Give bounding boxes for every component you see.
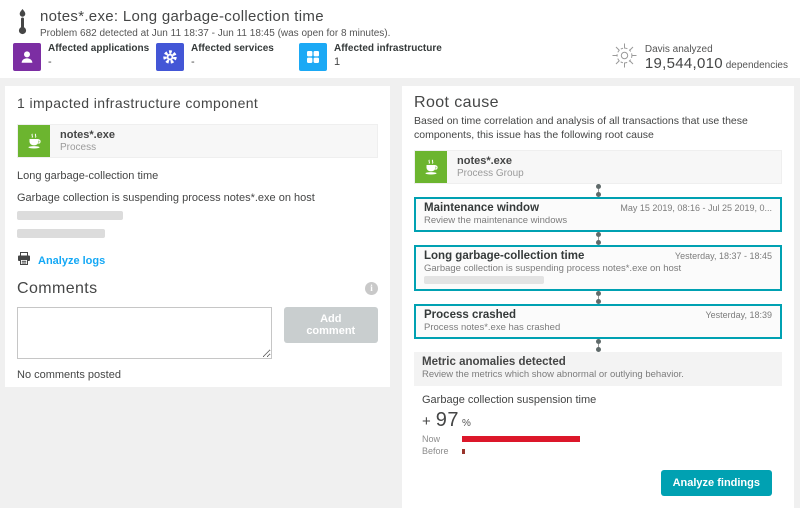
davis-dependency-suffix: dependencies: [725, 60, 788, 71]
affected-tiles: Affected applications - Affected service…: [13, 43, 442, 71]
metric-anomalies-section: Metric anomalies detected Review the met…: [414, 352, 782, 497]
entity-name: notes*.exe: [60, 129, 116, 141]
event-description: Review the maintenance windows: [424, 215, 568, 227]
event-time: Yesterday, 18:37 - 18:45: [674, 251, 772, 262]
infrastructure-icon: [299, 43, 327, 71]
analyze-findings-button[interactable]: Analyze findings: [660, 470, 772, 497]
event-time: May 15 2019, 08:16 - Jul 25 2019, 0...: [620, 203, 772, 214]
event-title: Maintenance window: [424, 202, 540, 215]
entity-name: notes*.exe: [457, 155, 513, 168]
tile-affected-infrastructure[interactable]: Affected infrastructure 1: [299, 43, 442, 71]
tile-label: Affected services: [191, 43, 274, 54]
entity-type: Process: [60, 142, 97, 153]
event-card-long-gc-time[interactable]: Long garbage-collection time Yesterday, …: [414, 245, 782, 292]
metric-bar-now: Now: [422, 434, 774, 444]
now-bar: [462, 436, 580, 443]
tile-label: Affected infrastructure: [334, 43, 442, 54]
tile-affected-applications[interactable]: Affected applications -: [13, 43, 156, 71]
event-card-maintenance-window[interactable]: Maintenance window May 15 2019, 08:16 - …: [414, 197, 782, 233]
timeline-connector: [414, 291, 782, 305]
entity-type: Process Group: [457, 168, 524, 180]
comments-heading: Comments: [17, 280, 98, 297]
event-description: Garbage collection is suspending process…: [424, 263, 772, 285]
metric-anomalies-heading: Metric anomalies detected: [422, 356, 566, 369]
event-title: Long garbage-collection time: [424, 250, 585, 263]
tile-value: 1: [334, 56, 341, 68]
impacted-component-panel: 1 impacted infrastructure component note…: [5, 86, 390, 284]
no-comments-text: No comments posted: [17, 369, 121, 381]
problem-subtitle: Problem 682 detected at Jun 11 18:37 - J…: [40, 28, 391, 39]
tile-affected-services[interactable]: Affected services -: [156, 43, 299, 71]
event-title: Process crashed: [424, 309, 517, 322]
davis-summary: Davis analyzed 19,544,010 dependencies: [611, 42, 788, 74]
analyze-logs-label: Analyze logs: [38, 254, 106, 267]
timeline-connector: [414, 232, 782, 246]
root-cause-panel: Root cause Based on time correlation and…: [402, 86, 794, 508]
gear-icon: [156, 43, 184, 71]
redacted-text: [424, 275, 544, 284]
metric-anomalies-description: Review the metrics which show abnormal o…: [422, 369, 684, 381]
tile-label: Affected applications: [48, 43, 150, 54]
davis-analyzed-label: Davis analyzed: [644, 44, 713, 55]
tile-value: -: [191, 56, 195, 68]
timeline-connector: [414, 184, 782, 198]
comments-panel: Comments i Add comment No comments poste…: [5, 270, 390, 387]
page-title: notes*.exe: Long garbage-collection time: [40, 8, 324, 25]
davis-icon: [611, 42, 638, 74]
redacted-text: [17, 228, 105, 238]
impact-event-title: Long garbage-collection time: [17, 170, 159, 182]
analyze-logs-link[interactable]: Analyze logs: [17, 251, 378, 270]
process-group-entity-tile[interactable]: notes*.exe Process Group: [414, 150, 782, 185]
metric-bar-before: Before: [422, 446, 774, 456]
impacted-heading: 1 impacted infrastructure component: [17, 95, 259, 111]
davis-dependency-count: 19,544,010: [644, 55, 723, 72]
timeline-connector: [414, 339, 782, 353]
log-icon: [17, 251, 31, 270]
user-icon: [13, 43, 41, 71]
add-comment-button[interactable]: Add comment: [283, 307, 378, 343]
process-entity-tile[interactable]: notes*.exe Process: [17, 124, 378, 158]
tile-value: -: [48, 56, 52, 68]
comment-input[interactable]: [17, 307, 272, 359]
redacted-text: [17, 211, 123, 221]
problem-header: notes*.exe: Long garbage-collection time…: [0, 0, 800, 78]
java-process-icon: [415, 151, 447, 184]
metric-change: + 97 %: [422, 409, 471, 432]
impact-event-description: Garbage collection is suspending process…: [17, 190, 378, 243]
event-description: Process notes*.exe has crashed: [424, 322, 561, 334]
problem-severity-icon: [15, 9, 30, 40]
metric-name: Garbage collection suspension time: [422, 394, 597, 407]
root-cause-description: Based on time correlation and analysis o…: [414, 115, 748, 141]
root-cause-heading: Root cause: [414, 94, 499, 111]
event-card-process-crashed[interactable]: Process crashed Yesterday, 18:39 Process…: [414, 304, 782, 340]
java-process-icon: [18, 125, 50, 157]
event-time: Yesterday, 18:39: [705, 310, 772, 321]
info-icon[interactable]: i: [365, 282, 378, 295]
